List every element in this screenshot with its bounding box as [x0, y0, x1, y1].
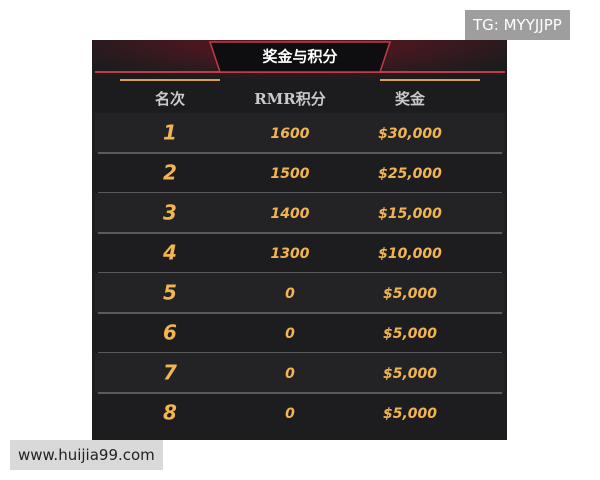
- cell: $10,000: [378, 246, 442, 262]
- cell: $25,000: [378, 166, 442, 182]
- cell: 1300: [271, 246, 310, 262]
- rank-cell: 7: [163, 361, 177, 385]
- rank-cell: 1: [163, 121, 177, 145]
- cell: $5,000: [383, 326, 437, 342]
- title-tab: [208, 41, 392, 73]
- cell: $15,000: [378, 206, 442, 222]
- table-body: 名次 RMR积分 奖金 1 1600 $30,000 2 1500 $25,000 3 1400 $1…: [95, 90, 505, 425]
- column-header: 名次: [155, 90, 185, 108]
- rank-cell: 6: [163, 321, 177, 345]
- column-header: 奖金: [395, 90, 426, 108]
- cell: $5,000: [383, 286, 437, 302]
- row-band: [95, 113, 505, 153]
- rank-cell: 5: [163, 281, 177, 305]
- cell: 1500: [271, 166, 310, 182]
- row-band: [95, 273, 505, 313]
- cell: 0: [285, 326, 295, 342]
- table-title: 奖金与积分: [262, 48, 337, 66]
- cell: $5,000: [383, 366, 437, 382]
- cell: 0: [285, 286, 295, 302]
- row-band: [95, 353, 505, 393]
- rank-cell: 2: [163, 161, 177, 185]
- column-header: RMR积分: [254, 90, 326, 108]
- rank-cell: 3: [163, 201, 177, 225]
- rank-cell: 4: [162, 241, 177, 265]
- cell: 1400: [271, 206, 310, 222]
- cell: $30,000: [378, 126, 442, 142]
- cell: 0: [285, 366, 295, 382]
- cell: 0: [285, 406, 295, 422]
- watermark: TG: MYYJJPP: [465, 10, 570, 40]
- watermark: www.huijia99.com: [10, 440, 163, 470]
- cell: $5,000: [383, 406, 437, 422]
- row-band: [95, 193, 505, 233]
- cell: 1600: [271, 126, 310, 142]
- rank-cell: 8: [163, 401, 177, 425]
